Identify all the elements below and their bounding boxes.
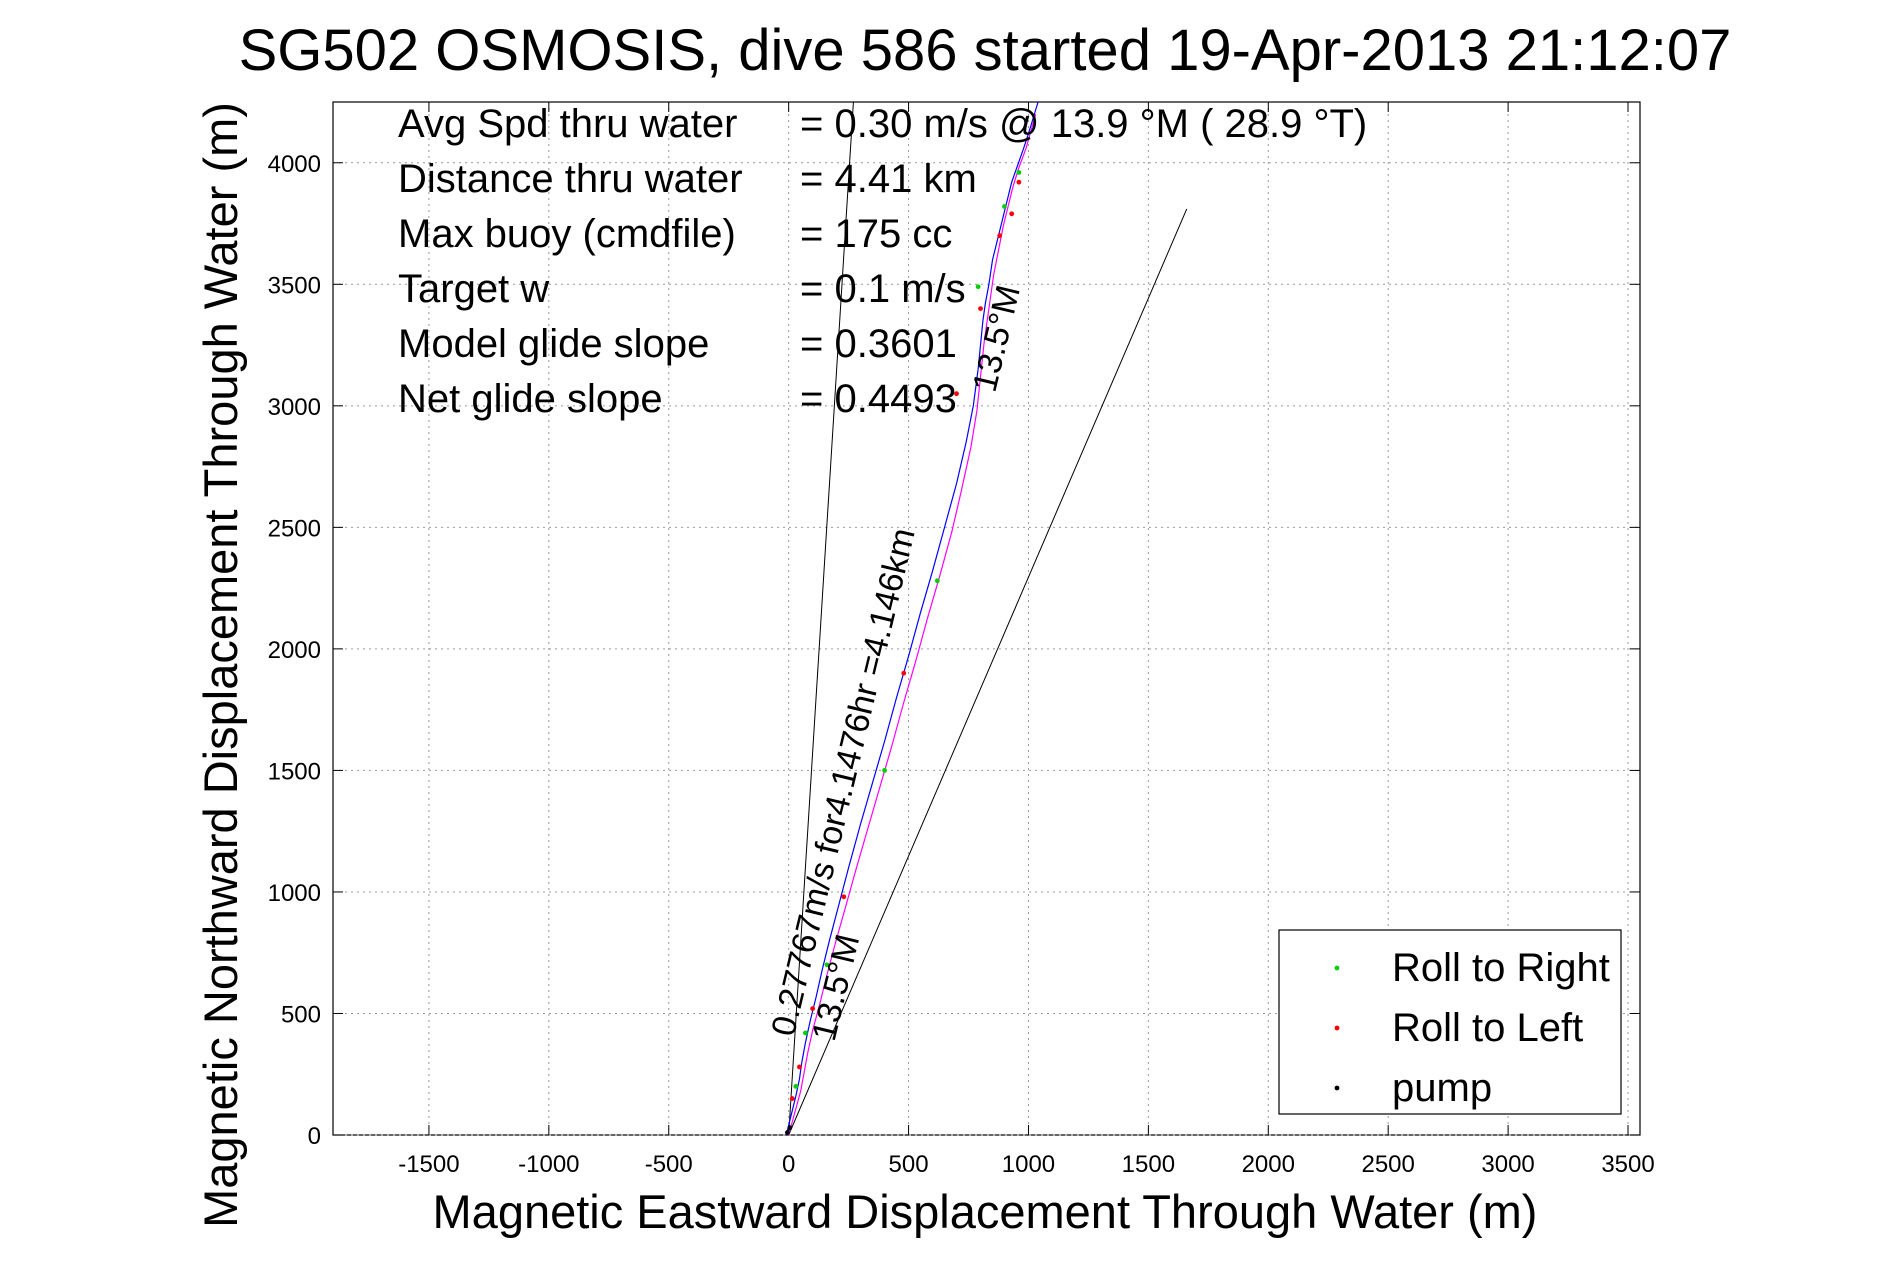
info-label: Model glide slope	[398, 322, 709, 366]
x-tick-label: -1500	[398, 1151, 459, 1178]
track-line	[785, 101, 1039, 1136]
data-point	[954, 391, 959, 397]
info-label: Net glide slope	[398, 377, 663, 421]
data-point	[824, 962, 830, 968]
x-tick-label: 2000	[1242, 1151, 1295, 1178]
data-point	[810, 1006, 816, 1012]
legend: Roll to Right Roll to Left pump	[1278, 929, 1622, 1115]
ticks: -1500 -1000 -500 0 500 1000 1500 2000 2500 3000 35…	[268, 102, 1655, 1178]
y-tick-label: 4000	[268, 151, 321, 178]
legend-label: Roll to Left	[1392, 1006, 1583, 1050]
info-label: Avg Spd thru water	[398, 102, 737, 146]
legend-marker	[1334, 965, 1340, 971]
info-value: = 175 cc	[800, 212, 952, 256]
y-tick-label: 2000	[268, 637, 321, 664]
x-tick-label: -500	[645, 1151, 693, 1178]
data-point	[785, 1130, 790, 1135]
legend-label: pump	[1392, 1066, 1492, 1110]
legend-label: Roll to Right	[1392, 946, 1610, 990]
reference-lines	[788, 101, 1188, 1136]
data-point	[841, 894, 847, 900]
x-tick-label: 0	[782, 1151, 795, 1178]
data-point	[1016, 170, 1022, 175]
y-tick-label: 3500	[268, 272, 321, 299]
reference-line	[788, 101, 854, 1136]
info-value: = 0.4493	[800, 377, 957, 421]
data-point	[789, 1096, 795, 1101]
y-tick-label: 1000	[268, 880, 321, 907]
y-tick-label: 0	[308, 1123, 321, 1150]
data-point	[793, 1083, 799, 1089]
y-tick-label: 1500	[268, 758, 321, 785]
data-point	[803, 1030, 808, 1036]
data-point	[978, 306, 983, 311]
legend-marker	[1334, 1085, 1340, 1091]
data-point	[1002, 204, 1007, 209]
legend-box	[1278, 929, 1622, 1115]
data-point	[997, 233, 1003, 239]
data-point	[975, 284, 981, 290]
info-panel: Avg Spd thru water = 0.30 m/s @ 13.9 °M (…	[398, 102, 1367, 421]
info-label: Distance thru water	[398, 157, 743, 201]
y-tick-label: 3000	[268, 394, 321, 421]
info-value: = 0.1 m/s	[800, 267, 966, 311]
legend-marker	[1334, 1025, 1340, 1031]
x-tick-label: 3000	[1481, 1151, 1534, 1178]
y-axis-label: Magnetic Northward Displacement Through …	[194, 102, 247, 1228]
x-axis-label: Magnetic Eastward Displacement Through W…	[433, 1185, 1538, 1238]
x-tick-label: 500	[889, 1151, 929, 1178]
x-tick-label: 1000	[1002, 1151, 1055, 1178]
track-line	[788, 113, 1037, 1136]
x-tick-label: 3500	[1601, 1151, 1654, 1178]
data-point	[797, 1064, 802, 1070]
info-value: = 4.41 km	[800, 157, 977, 201]
x-tick-label: 2500	[1361, 1151, 1414, 1178]
x-tick-label: 1500	[1122, 1151, 1175, 1178]
x-tick-label: -1000	[518, 1151, 579, 1178]
chart-title: SG502 OSMOSIS, dive 586 started 19-Apr-2…	[239, 18, 1732, 83]
info-label: Target w	[398, 267, 549, 311]
data-point	[1009, 211, 1015, 217]
grid	[333, 102, 1640, 1136]
data-point	[882, 768, 887, 773]
info-value: = 0.30 m/s @ 13.9 °M ( 28.9 °T)	[800, 102, 1367, 146]
data-point	[901, 670, 907, 676]
data-point	[787, 1125, 793, 1131]
reference-line	[788, 208, 1188, 1136]
info-value: = 0.3601	[800, 322, 957, 366]
y-tick-label: 2500	[268, 515, 321, 542]
y-tick-label: 500	[281, 1001, 321, 1028]
data-point	[934, 578, 940, 584]
data-point	[1016, 179, 1022, 185]
info-label: Max buoy (cmdfile)	[398, 212, 736, 256]
series-group	[785, 101, 1039, 1136]
